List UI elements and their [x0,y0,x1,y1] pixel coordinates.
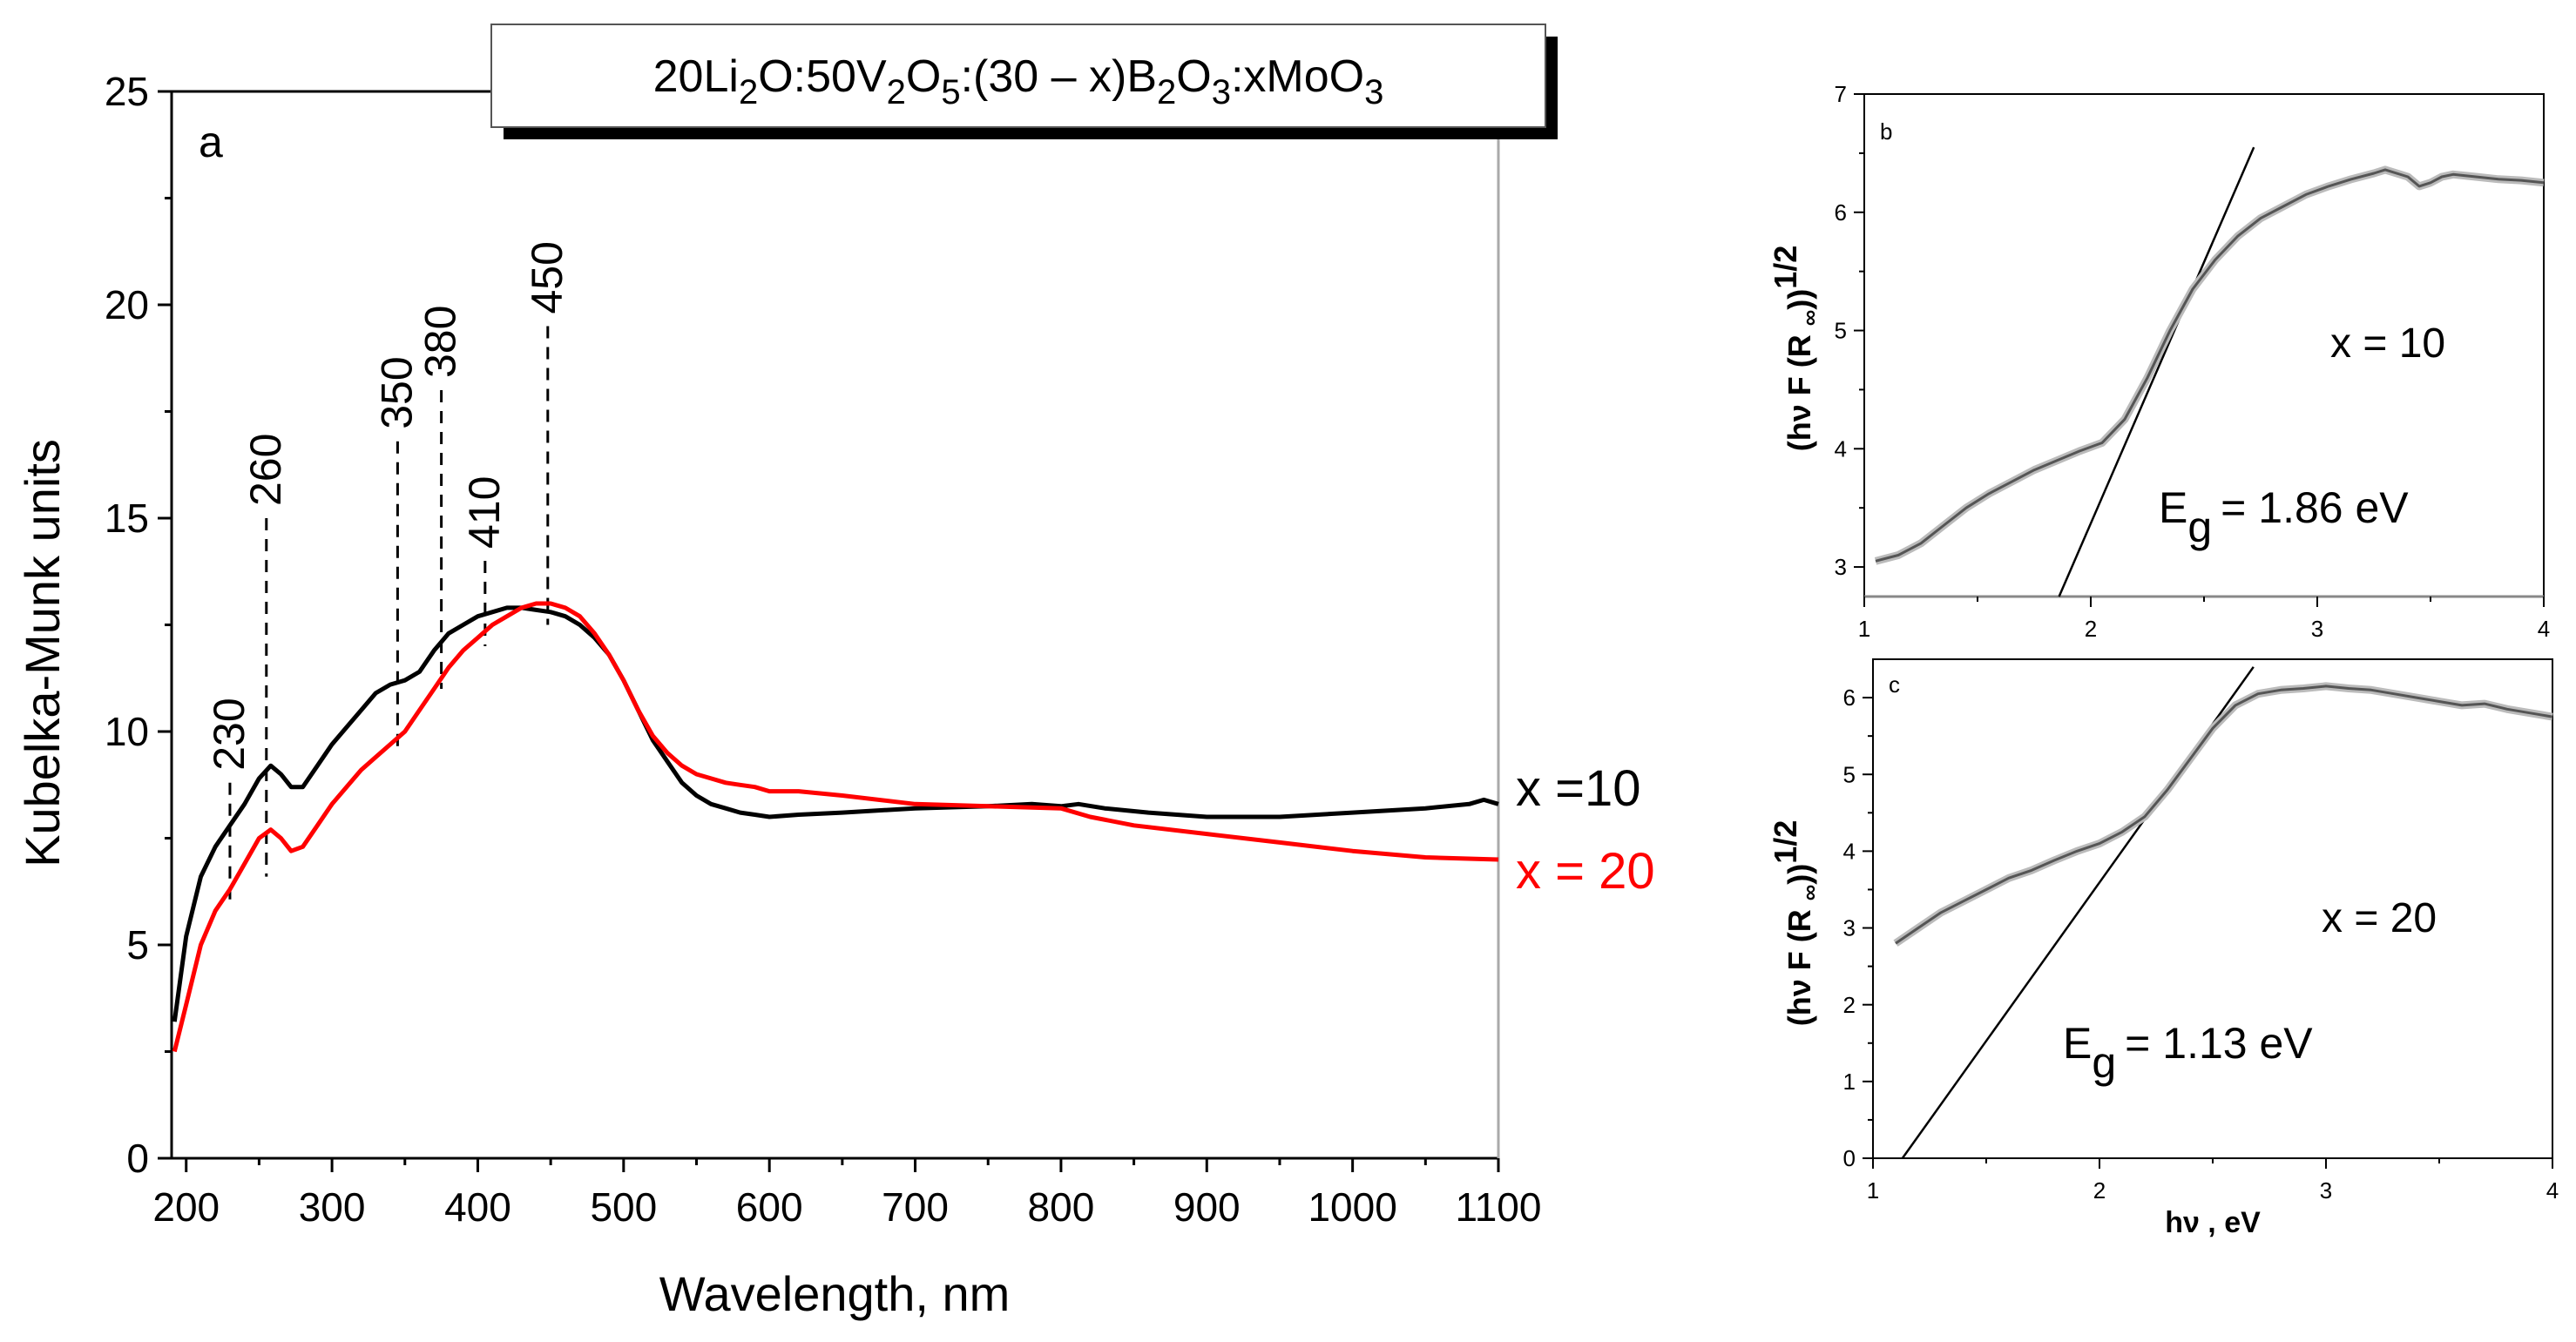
panel-b-y-ticks: 3 4 5 6 7 [1835,81,1864,580]
panel-b: 3 4 5 6 7 1 2 3 4 b (hν F (R ∞))1/2 x = 10 Eg = … [1768,81,2550,642]
y-axis-label: Kubelka-Munk units [15,439,70,867]
y-tick-label: 15 [105,496,149,541]
panel-a-series [172,601,1499,1053]
panel-b-series-label: x = 10 [2330,320,2445,367]
legend-x10: x =10 [1516,760,1641,817]
series-line-2 [172,601,1499,1053]
series-line-1 [172,605,1499,1022]
peak-label-230: 230 [205,698,254,770]
panel-c-y-ticks: 0 1 2 3 4 5 6 [1843,684,1873,1171]
panel-c-letter: c [1889,671,1900,698]
x-tick-label: 400 [444,1184,511,1230]
y-tick-label: 25 [105,69,149,114]
panel-c-y-label: (hν F (R ∞))1/2 [1768,820,1822,1027]
panel-a: 0 5 10 15 20 25 200 300 400 500 600 700 800 900 1000 1… [15,24,1655,1321]
peak-label-380: 380 [416,306,465,378]
y-tick-label: 2 [1843,992,1856,1018]
x-tick-label: 3 [2320,1177,2332,1204]
panel-b-letter: b [1880,118,1892,145]
y-tick-label: 20 [105,282,149,327]
panel-c-series-label: x = 20 [2322,895,2437,941]
series-line-1 [1895,684,2553,945]
y-tick-label: 7 [1835,81,1847,107]
y-tick-label: 6 [1843,684,1856,711]
y-tick-label: 0 [126,1136,149,1181]
panel-b-x-ticks: 1 2 3 4 [1858,597,2550,642]
y-tick-label: 4 [1835,435,1847,462]
panel-a-frame [170,90,1500,1160]
x-tick-label: 800 [1028,1184,1095,1230]
panel-a-x-ticks: 200 300 400 500 600 700 800 900 1000 1100 [152,1158,1541,1230]
panel-a-letter: a [199,118,223,166]
title-box [490,24,1546,128]
x-tick-label: 2 [2093,1177,2106,1204]
peak-label-260: 260 [241,434,290,506]
x-tick-label: 4 [2538,616,2550,642]
y-tick-label: 4 [1843,838,1856,864]
legend-x20: x = 20 [1516,843,1655,900]
y-tick-label: 5 [1835,318,1847,344]
panel-b-fit-line [2058,146,2255,597]
panel-c-band-gap: Eg = 1.13 eV [2063,1019,2313,1087]
x-tick-label: 300 [299,1184,366,1230]
y-tick-label: 0 [1843,1145,1856,1171]
x-tick-label: 600 [736,1184,803,1230]
series-halo [1893,682,2553,947]
x-tick-label: 700 [882,1184,949,1230]
x-tick-label: 500 [590,1184,657,1230]
x-tick-label: 1 [1867,1177,1879,1204]
x-tick-label: 1000 [1308,1184,1396,1230]
panel-b-y-label: (hν F (R ∞))1/2 [1768,246,1822,452]
x-tick-label: 2 [2085,616,2097,642]
y-tick-label: 5 [1843,761,1856,787]
panel-c-x-label: hν , eV [2165,1206,2261,1239]
peak-label-450: 450 [523,241,571,314]
tauc-fit-line [2058,146,2255,597]
panel-b-band-gap: Eg = 1.86 eV [2159,483,2409,551]
x-tick-label: 4 [2546,1177,2559,1204]
panel-b-series [1874,165,2545,565]
series-line-1 [1875,168,2545,563]
y-tick-label: 1 [1843,1069,1856,1095]
y-tick-label: 3 [1835,554,1847,580]
chart-title: 20Li2O:50V2O5:(30 – x)B2O3:xMoO3 [653,51,1384,111]
panel-a-y-ticks: 0 5 10 15 20 25 [105,69,172,1181]
y-tick-label: 6 [1835,199,1847,226]
y-tick-label: 3 [1843,915,1856,941]
x-tick-label: 3 [2311,616,2323,642]
y-tick-label: 10 [105,709,149,754]
peak-label-410: 410 [460,476,509,549]
x-tick-label: 1100 [1456,1184,1542,1230]
peak-label-350: 350 [372,356,421,428]
x-axis-label: Wavelength, nm [659,1266,1011,1321]
panel-c-x-ticks: 1 2 3 4 [1867,1158,2559,1204]
x-tick-label: 900 [1173,1184,1241,1230]
x-tick-label: 200 [152,1184,220,1230]
x-tick-label: 1 [1858,616,1870,642]
y-tick-label: 5 [126,922,149,968]
panel-c-series [1893,682,2553,947]
